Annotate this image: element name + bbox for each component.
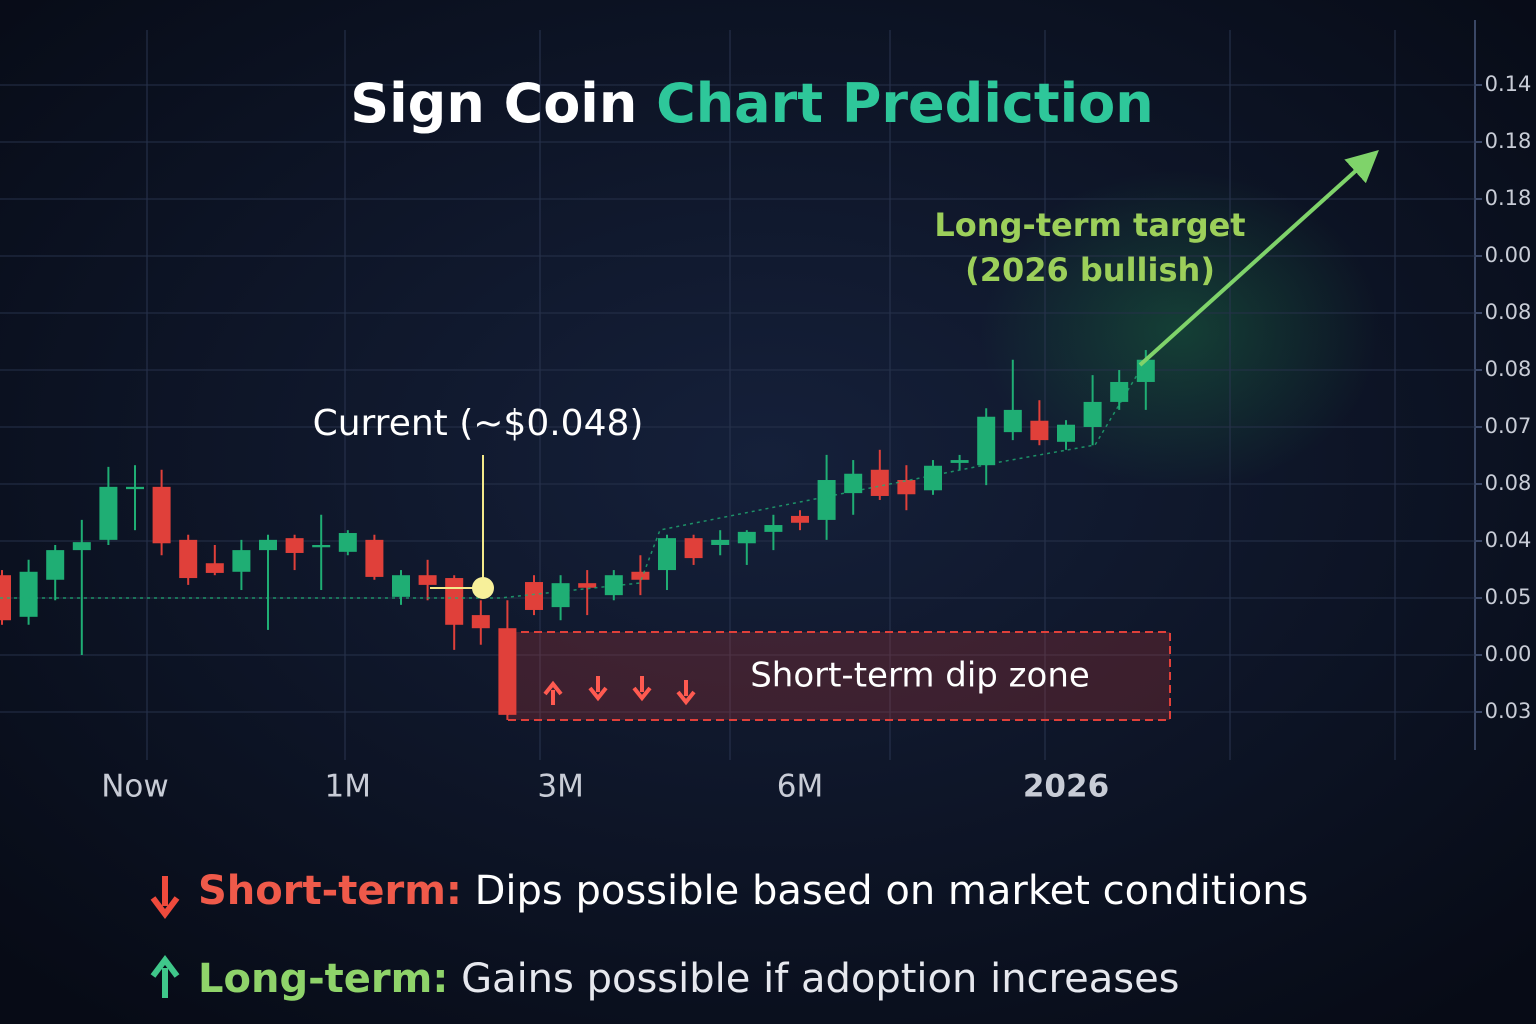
candle-body [1030, 420, 1049, 441]
x-tick-label: Now [101, 769, 169, 805]
candle-body [817, 480, 836, 520]
chart-title: Sign Coin Chart Prediction [350, 72, 1153, 135]
y-tick-label: 0.00 [1485, 243, 1532, 267]
candle-body [1057, 424, 1075, 442]
y-tick-label: 0.08 [1485, 357, 1532, 381]
x-tick-label: 6M [777, 769, 823, 805]
note-label: Short-term: [198, 868, 462, 914]
candle-body [259, 539, 277, 551]
candle-body [312, 544, 331, 548]
y-tick-label: 0.18 [1485, 129, 1532, 153]
candle-body [1083, 401, 1102, 427]
dip-zone-label: Short-term dip zone [750, 656, 1090, 696]
candle-body [72, 542, 91, 551]
candle-body [950, 460, 969, 463]
candle-body [791, 515, 809, 523]
candle-body [684, 538, 703, 559]
trend-line [0, 369, 1141, 599]
title-part: Sign Coin [350, 72, 637, 135]
dip-zone [507, 631, 1171, 721]
candle-body [152, 486, 171, 544]
candle-body [19, 571, 38, 617]
candle-body [126, 486, 144, 490]
candle-body [338, 533, 357, 552]
title-part: Chart Prediction [656, 72, 1154, 135]
plot: 0.14 0.18 0.18 0.00 0.08 0.08 0.07 0.08 0.04 0.05… [0, 72, 1531, 723]
candle-body [578, 583, 597, 588]
candle-body [737, 531, 756, 544]
y-tick-label: 0.08 [1485, 300, 1532, 324]
candle-body [924, 465, 942, 491]
candle-body [392, 575, 410, 597]
note: Short-term: Dips possible based on marke… [198, 868, 1308, 914]
note: Long-term: Gains possible if adoption in… [198, 956, 1180, 1002]
candle-body [897, 480, 916, 495]
y-tick-label: 0.05 [1485, 585, 1532, 609]
candle-body [1110, 381, 1129, 402]
note-label: Long-term: [198, 956, 448, 1002]
candle-body [1003, 409, 1022, 433]
candle-body [285, 538, 304, 553]
y-tick-label: 0.03 [1485, 699, 1532, 723]
candle-body [445, 578, 464, 625]
candle-body [870, 469, 889, 496]
x-tick-label: 2026 [1023, 769, 1109, 805]
target-label: (2026 bullish) [965, 251, 1215, 289]
x-tick-label: 1M [325, 769, 371, 805]
candle-body [764, 525, 783, 532]
y-tick-label: 0.04 [1485, 528, 1532, 552]
candle-body [232, 550, 251, 572]
y-tick-label: 0.14 [1485, 72, 1532, 96]
up-arrow-icon [150, 955, 180, 998]
current-label: Current (~$0.048) [313, 403, 644, 444]
target-arrow [1138, 149, 1379, 367]
candle-body [551, 583, 570, 608]
x-tick-label: 3M [537, 769, 583, 805]
candle-body [711, 539, 730, 545]
candle-body [365, 539, 384, 577]
vertical-grid [146, 30, 1396, 760]
candle-body [844, 473, 863, 494]
candle-body [525, 582, 543, 610]
target-label: Long-term target [934, 206, 1245, 244]
candle-body [46, 550, 65, 580]
candle-body [99, 486, 118, 540]
candle-body [658, 538, 676, 571]
candle-body [179, 539, 198, 579]
note-text: Dips possible based on market conditions [475, 868, 1309, 914]
candle-body [631, 571, 650, 580]
y-tick-label: 0.18 [1485, 186, 1532, 210]
candle-body [604, 575, 623, 596]
y-tick-label: 0.08 [1485, 471, 1532, 495]
candle-body [0, 575, 11, 621]
candle-body [205, 563, 224, 573]
note-text: Gains possible if adoption increases [461, 956, 1179, 1002]
current-dot [472, 577, 494, 599]
candle-body [418, 575, 437, 585]
y-tick-label: 0.00 [1485, 642, 1532, 666]
candle-body [471, 615, 490, 629]
down-arrow-icon [150, 876, 180, 919]
candle-body [977, 416, 996, 466]
y-tick-label: 0.07 [1485, 414, 1532, 438]
dip-arrows [543, 676, 696, 706]
